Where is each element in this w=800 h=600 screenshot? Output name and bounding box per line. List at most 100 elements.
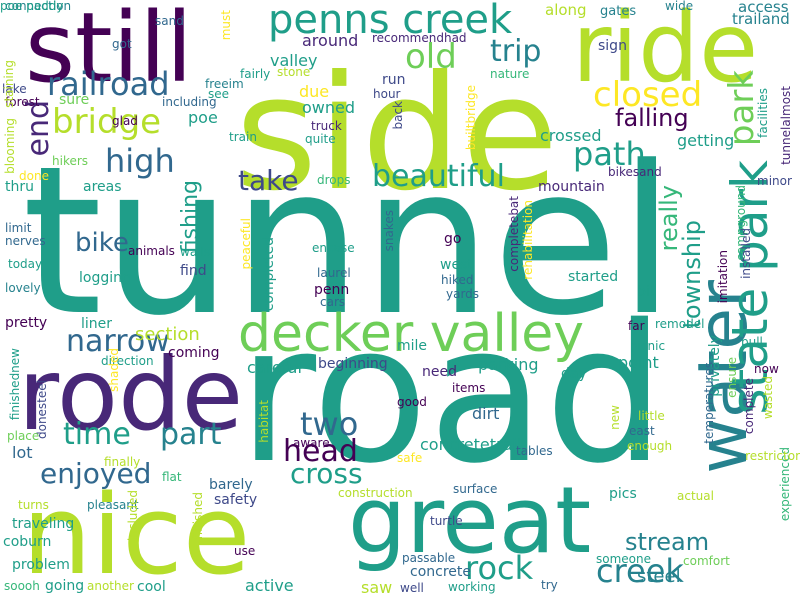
word-nerves: nerves — [5, 234, 46, 248]
word-dirt: dirt — [472, 404, 500, 423]
word-beautiful: beautiful — [372, 159, 505, 194]
word-coburn: coburn — [3, 534, 52, 550]
word-east: east — [629, 424, 655, 438]
word-minor: minor — [757, 174, 792, 188]
word-wasted: wasted — [761, 376, 775, 420]
word-hikers: hikers — [52, 154, 89, 168]
word-soooh: soooh — [4, 579, 40, 593]
word-mile: mile — [397, 338, 428, 354]
word-bridge: bridge — [52, 102, 162, 142]
word-good: good — [397, 395, 427, 409]
word-run: run — [382, 72, 406, 88]
word-temperatures: temperatures — [702, 362, 716, 444]
word-safety: safety — [214, 492, 258, 508]
word-cross: cross — [290, 457, 363, 490]
word-thru: thru — [5, 179, 34, 195]
word-getting: getting — [677, 131, 735, 150]
word-trip: trip — [490, 34, 542, 69]
word-now: now — [754, 362, 779, 376]
word-little: little — [638, 409, 665, 423]
word-ensure: ensure — [725, 357, 739, 398]
word-fairly: fairly — [240, 67, 271, 81]
word-owned: owned — [302, 98, 356, 117]
word-try: try — [541, 578, 558, 592]
word-side: side — [235, 42, 559, 226]
word-concrete: concrete — [410, 564, 471, 580]
word-rehabilitation: rehabilitation — [521, 200, 535, 280]
word-mountain: mountain — [538, 179, 605, 195]
word-complete: complete — [742, 378, 756, 435]
word-encase: encase — [312, 241, 355, 255]
word-penn: penn — [314, 282, 350, 298]
word-aware: aware — [293, 436, 330, 450]
word-take: take — [238, 164, 299, 197]
word-barely: barely — [209, 477, 253, 493]
word-rock: rock — [465, 549, 534, 587]
word-road: road — [238, 284, 666, 505]
word-going: going — [45, 578, 85, 594]
word-passable: passable — [402, 551, 456, 565]
word-imitation: imitation — [716, 250, 730, 304]
word-connection: connection — [5, 0, 72, 13]
word-stream: stream — [625, 528, 710, 556]
word-forest: forest — [5, 95, 40, 109]
word-find: find — [180, 263, 207, 279]
word-fishing: fishing — [178, 180, 203, 254]
word-animals: animals — [128, 244, 175, 258]
word-nice: nice — [22, 471, 251, 599]
word-day: day — [561, 366, 587, 382]
word-lake: lake — [2, 82, 27, 96]
word-careful: careful — [247, 358, 302, 377]
word-included: included — [126, 490, 140, 542]
word-facilities: facilities — [756, 88, 770, 138]
word-working: working — [448, 580, 496, 594]
word-around: around — [302, 31, 359, 50]
word-tables: tables — [516, 444, 553, 458]
word-poe: poe — [188, 108, 218, 127]
word-place: place — [7, 429, 40, 443]
word-glad: glad — [112, 114, 138, 128]
word-steel: steel — [637, 566, 681, 587]
word-access: access — [738, 0, 789, 16]
word-truck: truck — [311, 119, 342, 133]
word-pretty: pretty — [5, 315, 48, 331]
word-picnic: picnic — [630, 339, 666, 353]
word-sure: sure — [59, 92, 90, 108]
word-lovely: lovely — [5, 281, 41, 295]
word-habitat: habitat — [257, 400, 271, 443]
word-completebat: completebat — [507, 196, 521, 272]
word-restrictor: restrictor — [745, 449, 800, 463]
word-staining: staining — [2, 60, 16, 108]
word-construction: construction — [338, 486, 413, 500]
word-finished: finished — [191, 492, 205, 540]
word-traveling: traveling — [12, 516, 75, 532]
word-head: head — [283, 434, 358, 469]
word-completed: completed — [261, 237, 277, 312]
word-liner: liner — [81, 316, 113, 332]
word-started: started — [568, 269, 619, 285]
word-pics: pics — [609, 486, 637, 502]
word-beginning: beginning — [318, 356, 388, 372]
word-freeim: freeim — [205, 77, 244, 91]
word-must: must — [219, 10, 233, 41]
word-done: done — [19, 169, 49, 183]
word-turns: turns — [18, 498, 49, 512]
word-remodel: remodel — [655, 317, 705, 331]
word-see: see — [208, 87, 230, 101]
word-flat: flat — [162, 470, 182, 484]
word-old: old — [405, 37, 457, 77]
word-laurel: laurel — [317, 266, 351, 280]
word-far: far — [628, 319, 645, 333]
word-cool: cool — [137, 579, 166, 595]
word-areas: areas — [83, 179, 122, 195]
word-still: still — [25, 0, 193, 104]
word-tunnelalmost: tunnelalmost — [779, 86, 793, 165]
word-active: active — [245, 576, 294, 595]
word-go: go — [444, 231, 462, 247]
word-new: new — [608, 405, 622, 430]
word-bikesand: bikesand — [608, 165, 662, 179]
word-stone: stone — [277, 65, 311, 79]
word-along: along — [545, 1, 587, 19]
word-drops: drops — [317, 173, 351, 187]
word-wide: wide — [665, 0, 694, 13]
